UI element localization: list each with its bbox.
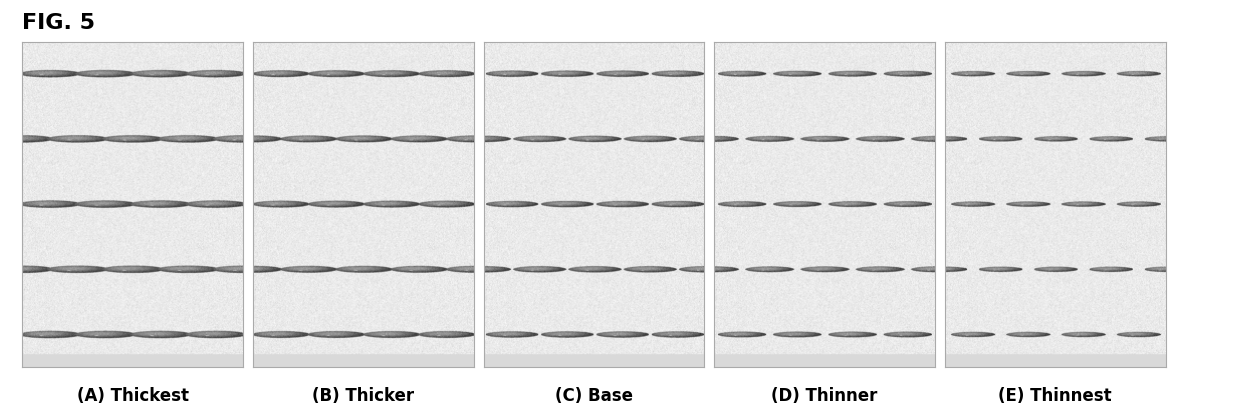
Text: (B) Thicker: (B) Thicker <box>312 387 414 405</box>
Text: (A) Thickest: (A) Thickest <box>77 387 188 405</box>
Text: (E) Thinnest: (E) Thinnest <box>998 387 1112 405</box>
Text: (C) Base: (C) Base <box>556 387 632 405</box>
Text: FIG. 5: FIG. 5 <box>22 13 95 33</box>
Text: (D) Thinner: (D) Thinner <box>771 387 878 405</box>
